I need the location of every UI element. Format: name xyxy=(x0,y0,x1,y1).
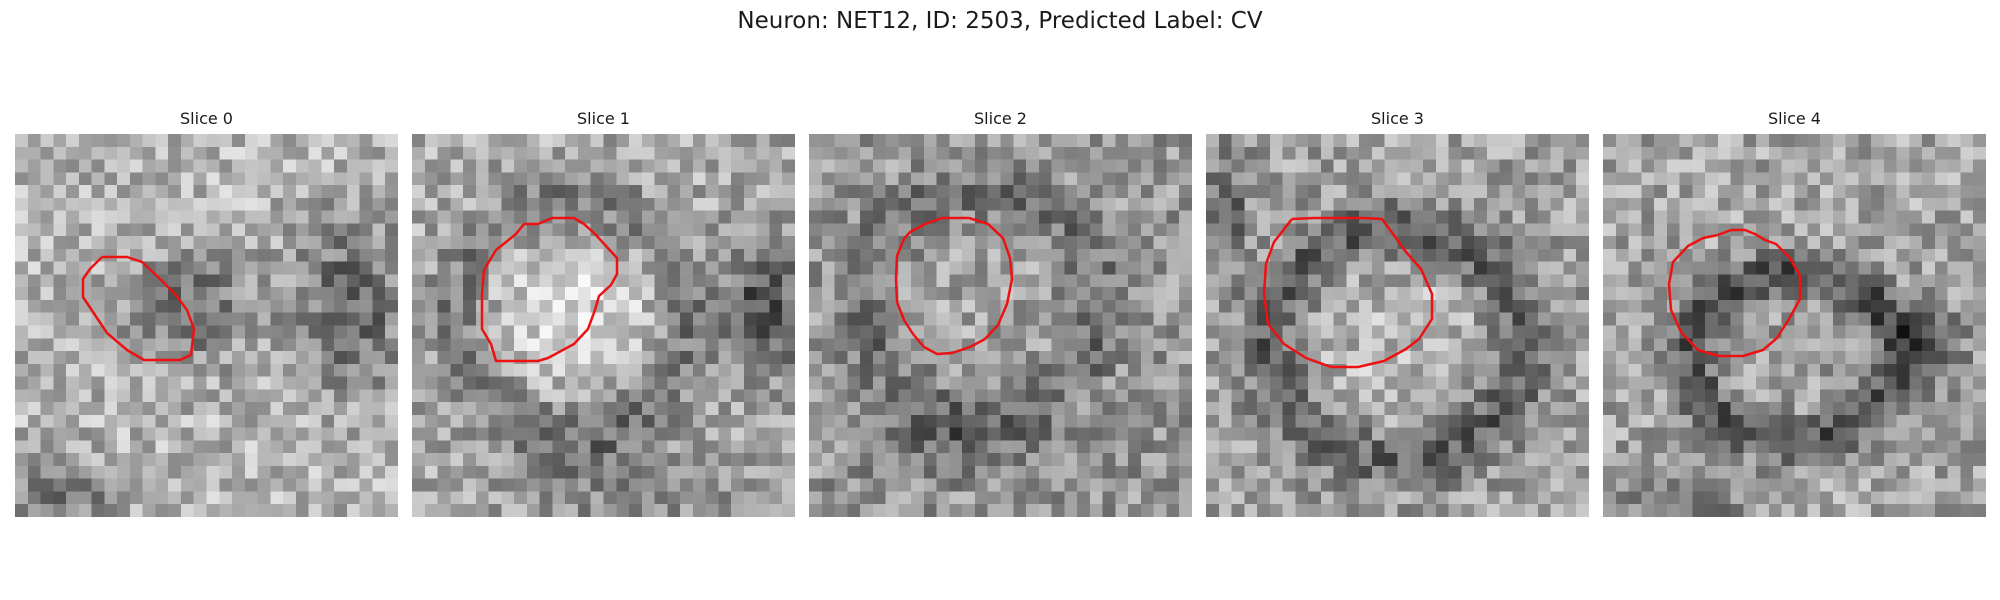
em-image-tile-1 xyxy=(412,134,795,517)
em-image-0 xyxy=(15,134,398,517)
contour-overlay-3 xyxy=(1262,216,1434,369)
segmentation-contour-3 xyxy=(1262,216,1434,369)
contour-overlay-4 xyxy=(1667,228,1802,358)
em-image-tile-2 xyxy=(809,134,1192,517)
segmentation-contour-4 xyxy=(1667,228,1802,358)
em-image-tile-0 xyxy=(15,134,398,517)
em-image-4 xyxy=(1603,134,1986,517)
contour-overlay-2 xyxy=(894,216,1014,356)
segmentation-contour-0 xyxy=(81,255,196,362)
figure-title: Neuron: NET12, ID: 2503, Predicted Label… xyxy=(737,8,1263,34)
em-image-tile-3 xyxy=(1206,134,1589,517)
slice-title-0: Slice 0 xyxy=(180,109,233,128)
contour-overlay-1 xyxy=(480,216,619,363)
slice-title-3: Slice 3 xyxy=(1371,109,1424,128)
segmentation-contour-1 xyxy=(480,216,619,363)
slice-panel-4: Slice 4 xyxy=(1603,108,1986,517)
em-image-tile-4 xyxy=(1603,134,1986,517)
slice-title-4: Slice 4 xyxy=(1768,109,1821,128)
slice-title-2: Slice 2 xyxy=(974,109,1027,128)
slice-panel-0: Slice 0 xyxy=(15,108,398,517)
slice-panel-1: Slice 1 xyxy=(412,108,795,517)
em-image-2 xyxy=(809,134,1192,517)
em-image-1 xyxy=(412,134,795,517)
contour-overlay-0 xyxy=(81,255,196,362)
slice-title-1: Slice 1 xyxy=(577,109,630,128)
segmentation-contour-2 xyxy=(894,216,1014,356)
slice-panel-2: Slice 2 xyxy=(809,108,1192,517)
slice-panel-3: Slice 3 xyxy=(1206,108,1589,517)
